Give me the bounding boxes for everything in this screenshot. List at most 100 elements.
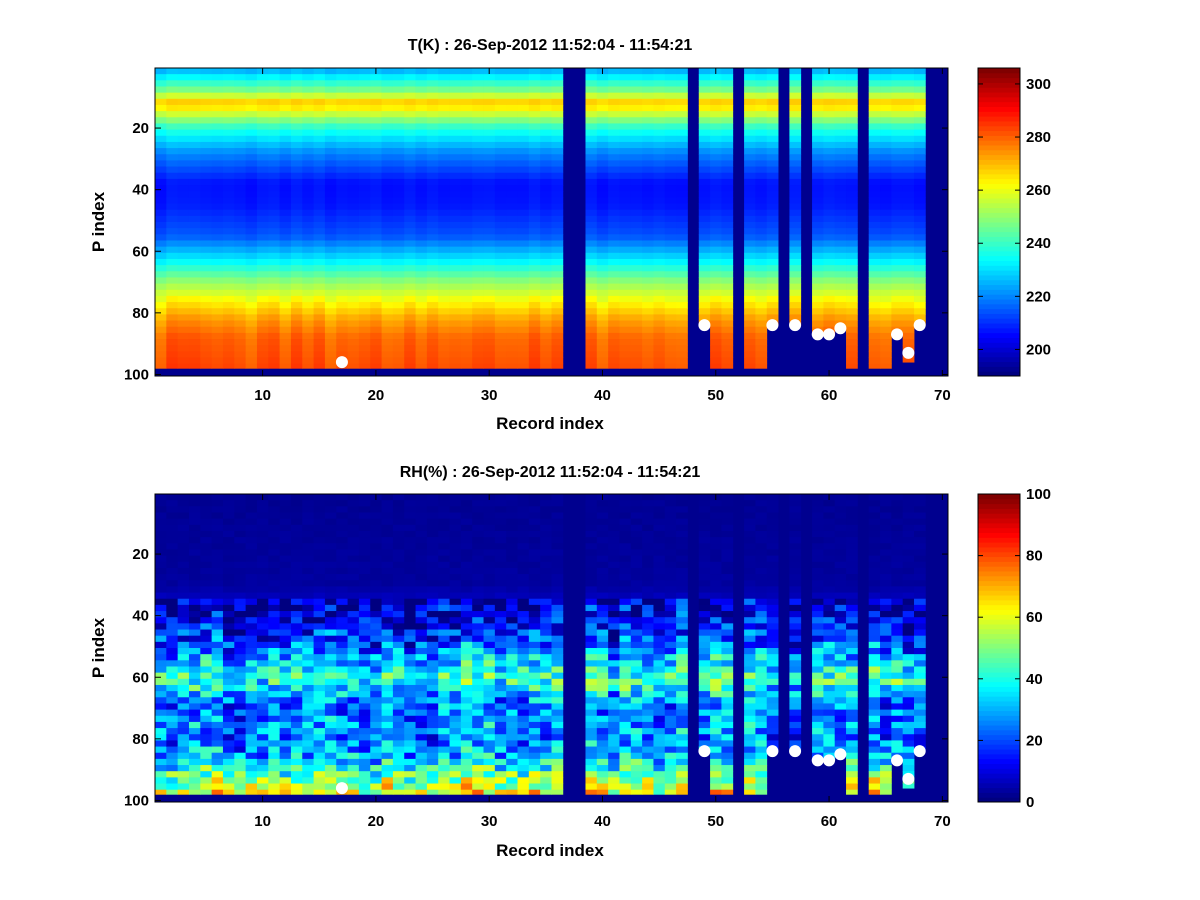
temperature-cell: [324, 215, 337, 223]
relative-humidity-cell: [517, 629, 530, 637]
temperature-cell: [245, 351, 258, 358]
temperature-colorbar-segment: [978, 164, 1020, 170]
temperature-cell: [438, 74, 450, 81]
temperature-cell: [608, 252, 620, 260]
temperature-cell: [336, 240, 348, 248]
temperature-cell: [766, 129, 779, 137]
relative-humidity-cell: [540, 777, 552, 784]
temperature-cell: [483, 320, 496, 328]
temperature-record-column: [415, 68, 428, 369]
temperature-cell: [710, 258, 722, 266]
relative-humidity-record-column: [381, 494, 394, 795]
relative-humidity-cell: [404, 660, 416, 667]
temperature-cell: [891, 68, 904, 75]
relative-humidity-cell: [540, 746, 552, 754]
relative-humidity-cell: [279, 518, 292, 526]
temperature-cell: [585, 302, 598, 309]
temperature-cell: [177, 357, 190, 365]
temperature-cell: [222, 283, 235, 291]
relative-humidity-cell: [290, 543, 303, 550]
temperature-cell: [415, 160, 428, 167]
temperature-cell: [812, 277, 824, 284]
relative-humidity-cell: [585, 666, 598, 674]
relative-humidity-cell: [234, 617, 247, 624]
relative-humidity-cell: [347, 604, 360, 612]
relative-humidity-cell: [426, 530, 439, 538]
relative-humidity-cell: [268, 758, 281, 766]
temperature-cell: [540, 339, 552, 346]
temperature-cell: [891, 289, 904, 297]
temperature-cell: [358, 222, 371, 229]
temperature-cell: [506, 135, 518, 143]
temperature-cell: [200, 258, 213, 266]
temperature-cell: [698, 185, 711, 192]
relative-humidity-cell: [290, 561, 303, 569]
temperature-cell: [415, 215, 428, 223]
relative-humidity-cell: [540, 518, 552, 526]
temperature-cell: [619, 68, 632, 75]
temperature-cell: [766, 203, 779, 211]
relative-humidity-cell: [415, 752, 428, 760]
temperature-cell: [744, 86, 756, 94]
temperature-cell: [744, 351, 756, 358]
temperature-cell: [698, 302, 711, 309]
temperature-cell: [846, 68, 858, 75]
relative-humidity-cell: [279, 654, 292, 661]
relative-humidity-cell: [336, 586, 348, 593]
relative-humidity-cell: [347, 752, 360, 760]
temperature-cell: [166, 289, 179, 297]
temperature-cell: [392, 148, 405, 155]
temperature-cell: [381, 283, 394, 291]
temperature-cell: [336, 135, 348, 143]
temperature-cell: [846, 111, 858, 118]
temperature-cell: [438, 246, 450, 254]
relative-humidity-cell: [177, 666, 190, 674]
relative-humidity-cell: [370, 537, 382, 544]
relative-humidity-cell: [585, 586, 598, 593]
temperature-cell: [755, 154, 768, 161]
temperature-cell: [415, 326, 428, 334]
relative-humidity-cell: [302, 549, 314, 556]
temperature-cell: [188, 320, 201, 328]
relative-humidity-cell: [483, 752, 496, 760]
temperature-cell: [472, 289, 484, 297]
temperature-cell: [540, 68, 552, 75]
relative-humidity-cell: [392, 561, 405, 569]
relative-humidity-cell: [460, 506, 473, 513]
temperature-cell: [710, 363, 722, 369]
temperature-cell: [664, 345, 677, 352]
relative-humidity-cell: [370, 703, 382, 710]
temperature-cell: [370, 86, 382, 94]
temperature-colorbar-segment: [978, 116, 1020, 122]
temperature-cell: [596, 326, 609, 334]
relative-humidity-cell: [449, 611, 462, 618]
temperature-cell: [188, 203, 201, 211]
temperature-cell: [358, 197, 371, 204]
relative-humidity-cell: [494, 678, 507, 686]
temperature-cell: [914, 178, 926, 186]
temperature-cell: [540, 345, 552, 352]
temperature-cell: [812, 185, 824, 192]
temperature-cell: [155, 332, 167, 340]
temperature-cell: [415, 92, 428, 100]
relative-humidity-cell: [426, 512, 439, 520]
temperature-cell: [200, 141, 213, 149]
temperature-cell: [868, 283, 881, 291]
temperature-cell: [392, 332, 405, 340]
relative-humidity-cell: [370, 518, 382, 526]
relative-humidity-cell: [494, 740, 507, 747]
temperature-cell: [415, 308, 428, 315]
relative-humidity-cell: [200, 512, 213, 520]
temperature-cell: [460, 363, 473, 369]
temperature-cell: [313, 345, 326, 352]
relative-humidity-cell: [279, 611, 292, 618]
temperature-cell: [155, 98, 167, 106]
temperature-cell: [517, 252, 530, 260]
temperature-cell: [234, 277, 247, 284]
relative-humidity-cell: [585, 574, 598, 581]
relative-humidity-cell: [528, 654, 541, 661]
temperature-cell: [755, 166, 768, 174]
temperature-cell: [710, 339, 722, 346]
temperature-cell: [188, 117, 201, 124]
temperature-y-tick-label: 20: [132, 120, 149, 137]
